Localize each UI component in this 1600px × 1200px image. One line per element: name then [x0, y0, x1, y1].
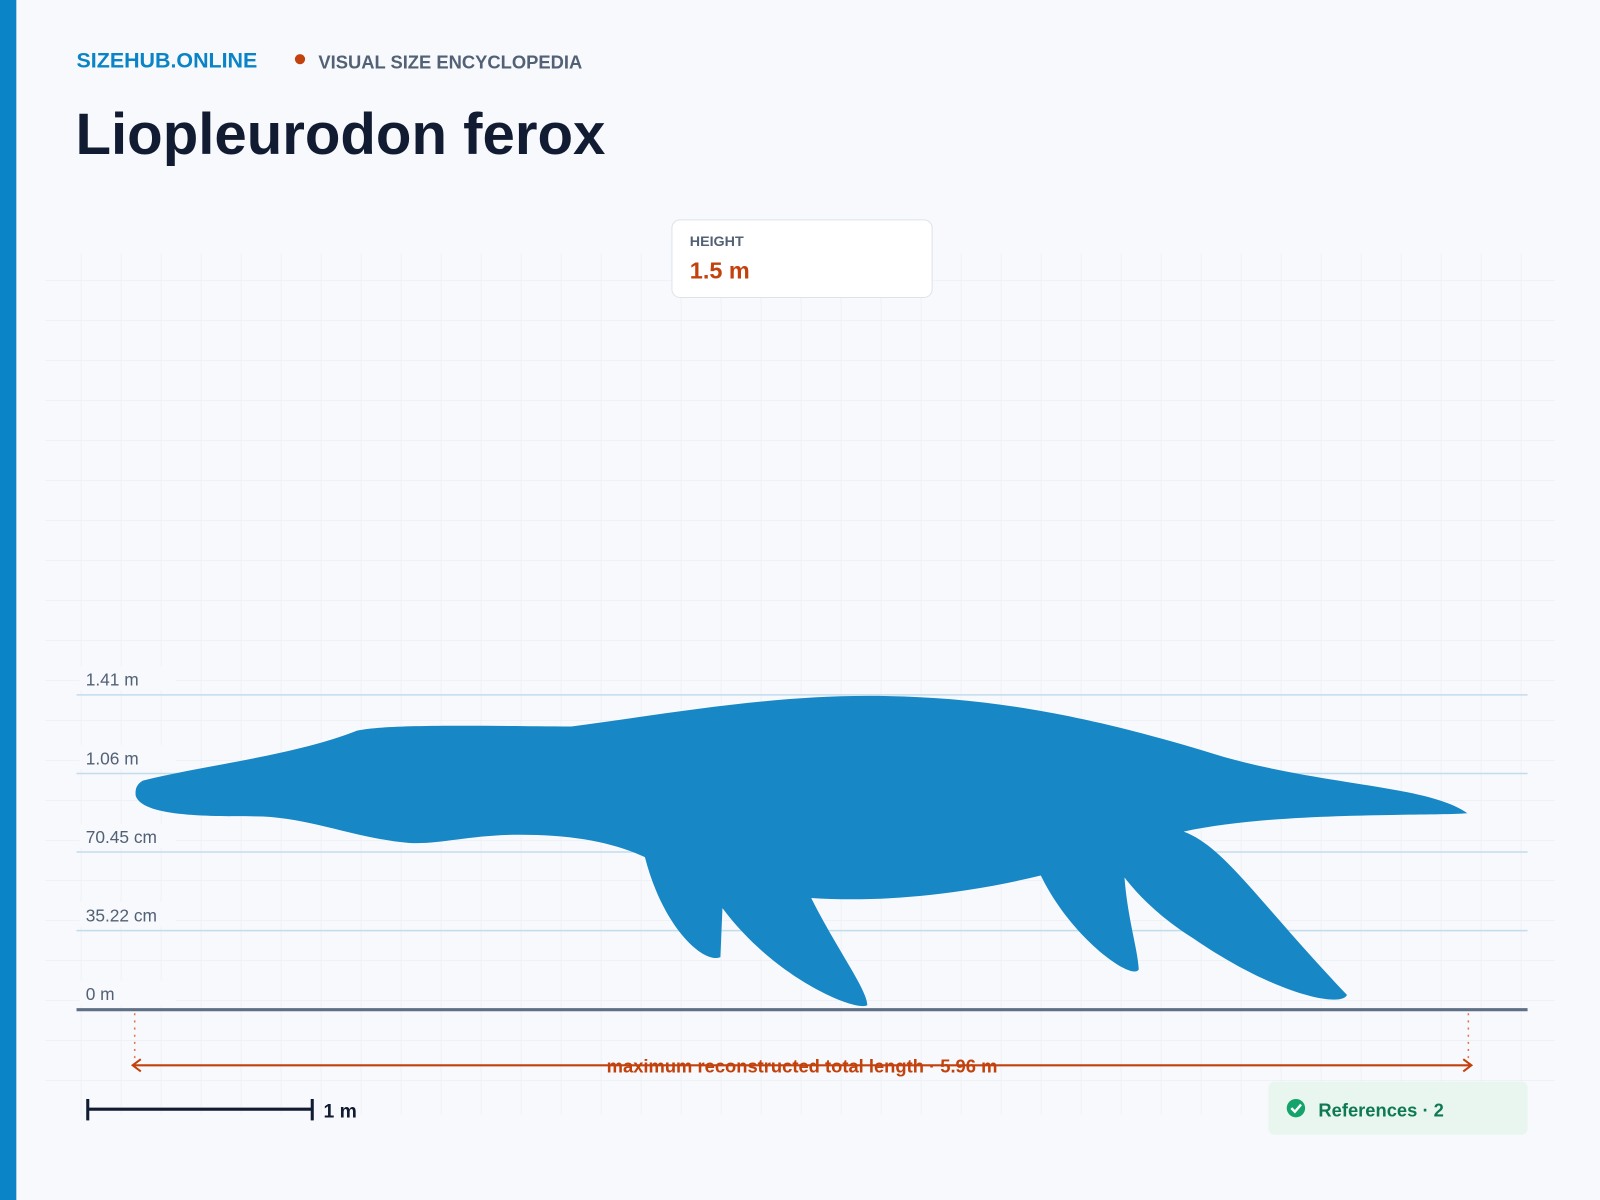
arrow-heads: [130, 1058, 1474, 1073]
check-icon: [1286, 1098, 1306, 1118]
label-backdrop: [79, 980, 176, 1006]
silhouette: [135, 695, 1468, 1007]
label-backdrop: [79, 666, 176, 691]
separator-dot: [294, 54, 306, 65]
scale-lines: 1.41 m 1.06 m 70.45 cm 35.22 cm 0 m: [76, 666, 1528, 1006]
brand[interactable]: SIZEHUB.ONLINE: [77, 48, 258, 72]
references-box[interactable]: [1268, 1081, 1528, 1135]
tagline: VISUAL SIZE ENCYCLOPEDIA: [318, 51, 582, 72]
references[interactable]: References · 2: [1318, 1099, 1444, 1120]
check-mark: [1290, 1103, 1302, 1114]
reference-label: 70.45 cm: [86, 827, 157, 847]
reference-label: 35.22 cm: [86, 905, 157, 925]
height-value: 1.5 m: [690, 258, 750, 284]
height-card: [671, 219, 933, 298]
label-backdrop: [79, 902, 176, 927]
reference-label: 1.41 m: [86, 670, 139, 690]
length-annotation: maximum reconstructed total length · 5.9…: [607, 1055, 998, 1076]
reference-label: 1.06 m: [86, 748, 139, 768]
height-label: HEIGHT: [690, 234, 744, 250]
accent-bar: [0, 0, 17, 1200]
scale-bar-label: 1 m: [323, 1100, 356, 1122]
label-backdrop: [79, 744, 176, 770]
page-title: Liopleurodon ferox: [76, 102, 606, 167]
label-backdrop: [79, 823, 176, 848]
reference-label: 0 m: [86, 984, 115, 1004]
